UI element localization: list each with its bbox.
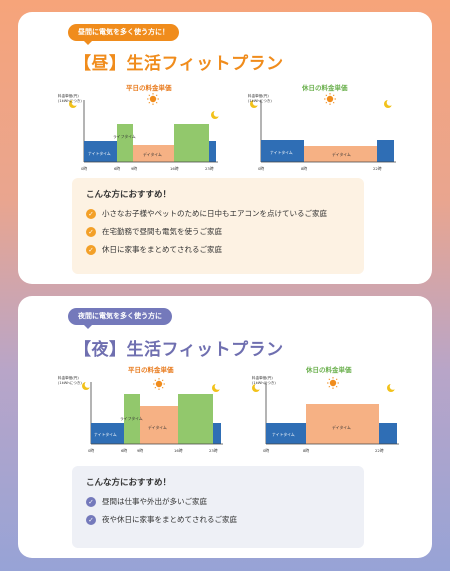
day-plan-title: 【昼】生活フィットプラン [74, 54, 284, 74]
moon-icon [211, 110, 221, 119]
tick-label: 23時 [205, 166, 214, 171]
day-weekday-chart-svg: ナイトタイム ライフタイム デイタイム 0時 6時 9時 16時 23時 [69, 93, 221, 171]
band-label-day: デイタイム [148, 425, 167, 430]
night-band [379, 423, 397, 444]
night-band [266, 423, 306, 444]
band-label-night: ナイトタイム [94, 432, 117, 437]
night-holiday-chart: 休日の料金単価 料金単価(円) (1kWhにつき) ナイトタイム [236, 364, 406, 459]
night-band [209, 141, 216, 162]
moon-icon [82, 381, 92, 390]
sun-icon [327, 377, 339, 389]
day-plan-badge: 昼間に電気を多く使う方に！ [68, 24, 179, 45]
life-band [117, 124, 133, 162]
tick-label: 22時 [373, 166, 382, 171]
recommend-item: ✓ 休日に家事をまとめてされるご家庭 [86, 244, 350, 255]
night-weekday-chart: 平日の料金単価 料金単価(円) (1kWhにつき) [58, 364, 228, 459]
moon-icon [384, 99, 394, 108]
chart-caption: 平日の料金単価 [126, 84, 172, 92]
chart-unit-label: 料金単価(円) (1kWhにつき) [252, 376, 276, 385]
tick-label: 8時 [301, 166, 307, 171]
tick-label: 23時 [209, 448, 218, 453]
life-band [174, 124, 209, 162]
tick-label: 0時 [81, 166, 87, 171]
moon-icon [69, 99, 79, 108]
recommend-item: ✓ 小さなお子様やペットのために日中もエアコンを点けているご家庭 [86, 208, 350, 219]
band-label-night: ナイトタイム [270, 150, 293, 155]
moon-icon [387, 383, 397, 392]
band-label-day: デイタイム [332, 425, 351, 430]
tick-label: 0時 [258, 166, 264, 171]
night-band [84, 141, 117, 162]
chart-unit-label: 料金単価(円) (1kWhにつき) [58, 376, 82, 385]
day-holiday-chart-svg: ナイトタイム デイタイム 0時 8時 22時 [250, 93, 396, 171]
night-band [261, 140, 304, 162]
band-label-night: ナイトタイム [88, 151, 111, 156]
tick-label: 6時 [114, 166, 120, 171]
night-band [377, 140, 394, 162]
check-icon: ✓ [86, 514, 96, 525]
day-recommend-box: こんな方におすすめ！ ✓ 小さなお子様やペットのために日中もエアコンを点けている… [72, 178, 364, 274]
night-plan-badge: 夜間に電気を多く使う方に [68, 308, 172, 329]
night-plan-card: 夜間に電気を多く使う方に 【夜】生活フィットプラン 平日の料金単価 料金単価(円… [18, 296, 432, 558]
day-band [140, 406, 178, 444]
chart-unit-label: 料金単価(円) (1kWhにつき) [58, 94, 82, 103]
recommend-title: こんな方におすすめ！ [86, 190, 172, 200]
life-band [124, 394, 140, 444]
chart-unit-label: 料金単価(円) (1kWhにつき) [248, 94, 272, 103]
night-plan-title: 【夜】生活フィットプラン [74, 340, 284, 360]
band-label-life: ライフタイム [120, 416, 143, 421]
tick-label: 9時 [131, 166, 137, 171]
tick-label: 22時 [375, 448, 384, 453]
night-band [213, 423, 221, 444]
moon-icon [252, 383, 262, 392]
band-label-day: デイタイム [332, 152, 351, 157]
night-weekday-chart-svg: ナイトタイム ライフタイム デイタイム 0時 6時 9時 16時 23時 [82, 378, 223, 453]
tick-label: 9時 [137, 448, 143, 453]
sun-icon [147, 93, 159, 105]
check-icon: ✓ [86, 244, 96, 255]
tick-label: 16時 [170, 166, 179, 171]
chart-caption: 休日の料金単価 [302, 84, 348, 92]
tick-label: 6時 [121, 448, 127, 453]
night-band [91, 423, 124, 444]
tick-label: 0時 [263, 448, 269, 453]
tick-label: 16時 [174, 448, 183, 453]
recommend-item: ✓ 夜や休日に家事をまとめてされるご家庭 [86, 514, 350, 525]
day-holiday-chart: 休日の料金単価 料金単価(円) (1kWhにつき) ナイトタイム [236, 82, 406, 177]
check-icon: ✓ [86, 496, 96, 507]
day-band [133, 145, 174, 162]
tick-label: 8時 [303, 448, 309, 453]
sun-icon [324, 93, 336, 105]
chart-caption: 平日の料金単価 [128, 366, 174, 374]
day-band [304, 146, 377, 162]
band-label-day: デイタイム [143, 152, 162, 157]
night-holiday-chart-svg: ナイトタイム デイタイム 0時 8時 22時 [252, 377, 399, 453]
day-weekday-chart: 平日の料金単価 料金単価(円) (1kWhにつき) [58, 82, 228, 177]
day-band [306, 404, 379, 444]
check-icon: ✓ [86, 208, 96, 219]
band-label-life: ライフタイム [113, 134, 136, 139]
day-plan-card: 昼間に電気を多く使う方に！ 【昼】生活フィットプラン 平日の料金単価 料金単価(… [18, 12, 432, 284]
moon-icon [212, 383, 222, 392]
moon-icon [250, 99, 260, 108]
recommend-item: ✓ 在宅勤務で昼間も電気を使うご家庭 [86, 226, 350, 237]
recommend-title: こんな方におすすめ！ [86, 478, 172, 488]
tick-label: 0時 [88, 448, 94, 453]
life-band [178, 394, 213, 444]
check-icon: ✓ [86, 226, 96, 237]
recommend-item: ✓ 昼間は仕事や外出が多いご家庭 [86, 496, 350, 507]
band-label-night: ナイトタイム [272, 432, 295, 437]
chart-caption: 休日の料金単価 [306, 366, 352, 374]
night-recommend-box: こんな方におすすめ！ ✓ 昼間は仕事や外出が多いご家庭 ✓ 夜や休日に家事をまと… [72, 466, 364, 548]
sun-icon [153, 378, 165, 390]
